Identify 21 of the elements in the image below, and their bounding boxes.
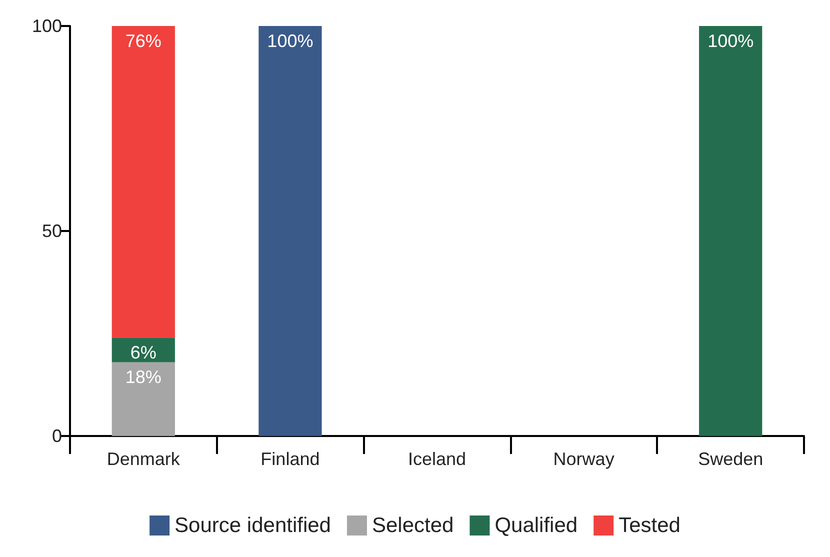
x-tick-label: Iceland [408, 449, 466, 469]
data-label: 76% [125, 31, 162, 51]
bar [699, 26, 762, 436]
x-tick-label: Denmark [106, 449, 181, 469]
data-label: 100% [267, 31, 314, 51]
x-tick-label: Sweden [698, 449, 764, 469]
data-label: 6% [130, 342, 156, 363]
legend-label: Selected [372, 514, 454, 537]
y-tick-label: 50 [42, 221, 62, 241]
legend-label: Source identified [174, 514, 331, 537]
x-tick-label: Finland [260, 449, 320, 469]
data-label: 18% [125, 367, 162, 388]
legend-label: Tested [618, 514, 680, 537]
data-label: 100% [708, 31, 754, 51]
bar [112, 26, 175, 338]
x-tick-label: Norway [553, 449, 614, 469]
bar [112, 362, 175, 436]
y-tick-label: 100 [32, 16, 62, 36]
bar [258, 26, 322, 436]
legend-label: Qualified [494, 514, 578, 537]
y-tick-label: 0 [52, 426, 62, 446]
